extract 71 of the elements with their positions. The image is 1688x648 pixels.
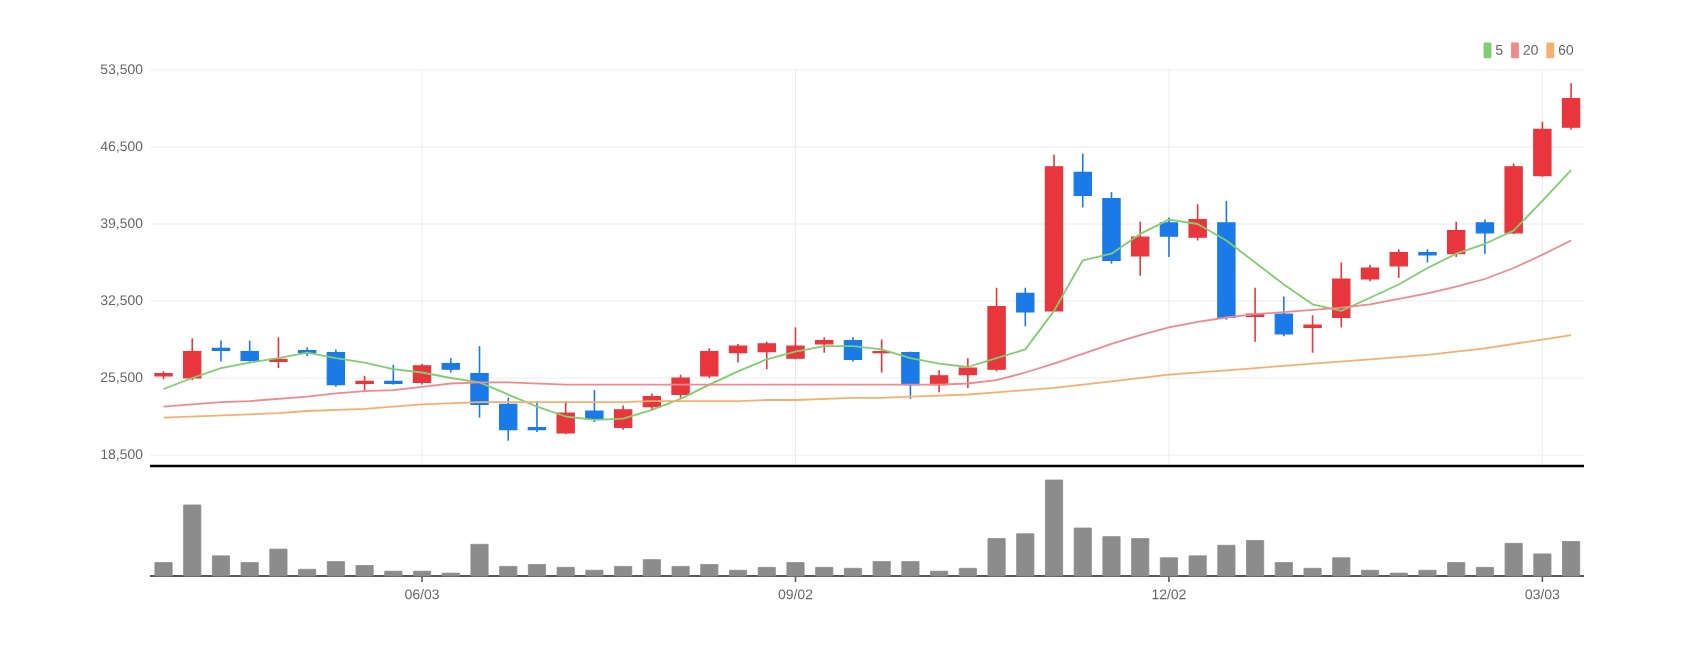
bar	[585, 569, 604, 577]
candlestick	[1332, 261, 1351, 329]
candlestick	[757, 340, 776, 370]
bar	[1102, 536, 1121, 577]
bar	[1073, 527, 1092, 577]
bar	[671, 566, 690, 577]
candlestick	[585, 389, 604, 423]
candlestick	[499, 397, 518, 442]
bar	[1246, 540, 1265, 577]
bar	[298, 568, 317, 577]
bar	[1217, 544, 1236, 577]
bar	[757, 566, 776, 577]
bar	[843, 567, 862, 577]
bar	[1447, 562, 1466, 577]
bar	[499, 566, 518, 577]
bar	[1533, 553, 1552, 577]
bar	[240, 562, 259, 577]
bar	[700, 564, 719, 577]
bar	[1418, 569, 1437, 577]
candlestick	[1130, 221, 1150, 277]
bar	[1131, 538, 1150, 577]
bar	[1303, 567, 1322, 577]
candlestick	[1073, 152, 1092, 209]
bar	[1361, 569, 1380, 577]
bar	[786, 562, 805, 577]
candlestick	[1303, 314, 1322, 354]
candlestick	[1159, 216, 1179, 258]
bar	[211, 555, 230, 577]
candlestick	[1274, 295, 1294, 337]
bar	[1016, 533, 1035, 577]
candlestick	[1389, 248, 1408, 279]
bar	[1332, 557, 1351, 577]
bar	[413, 570, 432, 577]
bar	[987, 538, 1006, 577]
candlestick	[700, 347, 719, 379]
bar	[527, 564, 546, 577]
bar	[556, 566, 575, 577]
bar	[642, 559, 661, 577]
candlestick	[1561, 82, 1581, 131]
candlestick	[671, 373, 690, 399]
bar	[1188, 555, 1207, 577]
bar	[901, 561, 920, 577]
bar	[1274, 562, 1293, 577]
candlestick	[1016, 287, 1035, 328]
bar	[1045, 479, 1064, 577]
candlestick	[384, 364, 403, 386]
candlestick	[1533, 120, 1552, 178]
candlestick	[728, 343, 748, 364]
bar	[930, 570, 949, 577]
bar	[958, 567, 977, 577]
bar	[183, 504, 202, 577]
bar	[1475, 566, 1494, 577]
bar	[1562, 541, 1581, 577]
bar	[1504, 542, 1523, 577]
bar	[1159, 557, 1178, 577]
candlestick	[326, 348, 346, 388]
candlestick	[958, 357, 978, 389]
candlestick	[1475, 218, 1495, 255]
bar	[729, 569, 748, 577]
bar	[384, 570, 403, 577]
candlestick	[183, 337, 202, 381]
bar	[154, 562, 173, 577]
bar	[326, 561, 345, 577]
bar	[470, 543, 489, 577]
candlestick	[240, 339, 259, 364]
bar	[872, 561, 891, 577]
candlestick	[1446, 221, 1466, 258]
bar	[815, 566, 834, 577]
bar	[355, 565, 374, 577]
bar	[269, 548, 288, 577]
bar	[614, 566, 633, 577]
